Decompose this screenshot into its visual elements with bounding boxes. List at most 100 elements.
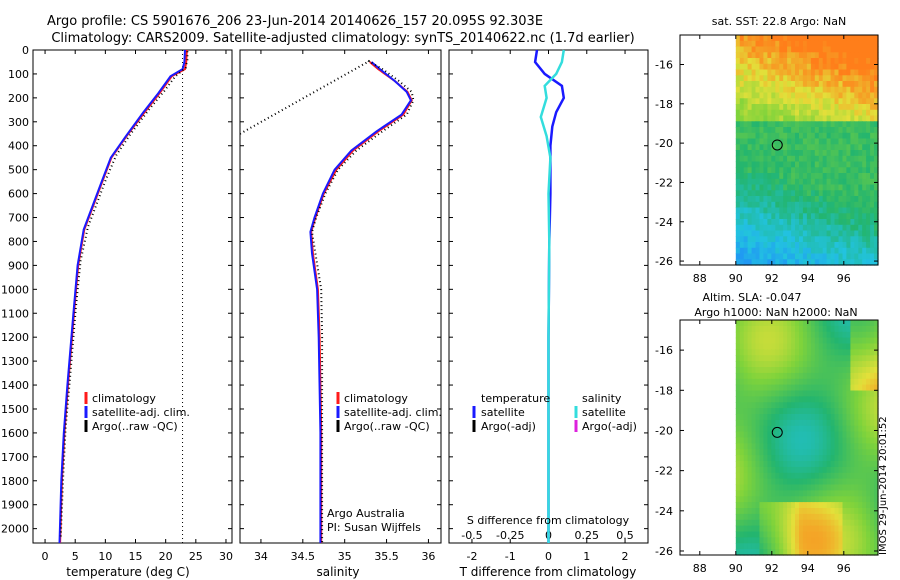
heatmap-cell bbox=[810, 484, 816, 491]
heatmap-cell bbox=[755, 372, 761, 380]
heatmap-cell bbox=[866, 190, 871, 197]
heatmap-cell bbox=[771, 443, 776, 450]
heatmap-cell bbox=[874, 259, 879, 266]
heatmap-cell bbox=[795, 219, 800, 226]
heatmap-cell bbox=[747, 461, 753, 468]
heatmap-cell bbox=[862, 320, 867, 327]
heatmap-cell bbox=[783, 259, 788, 266]
heatmap-cell bbox=[810, 259, 816, 266]
heatmap-cell bbox=[739, 58, 745, 65]
heatmap-cell bbox=[763, 109, 768, 117]
heatmap-cell bbox=[759, 408, 765, 415]
heatmap-cell bbox=[814, 40, 820, 48]
heatmap-cell bbox=[795, 513, 800, 521]
heatmap-cell bbox=[743, 531, 749, 538]
heatmap-cell bbox=[822, 443, 828, 450]
heatmap-cell bbox=[767, 331, 772, 339]
heatmap-cell bbox=[755, 367, 761, 374]
heatmap-cell bbox=[763, 478, 768, 486]
heatmap-cell bbox=[763, 132, 768, 140]
heatmap-cell bbox=[834, 519, 840, 527]
heatmap-cell bbox=[751, 455, 757, 462]
heatmap-cell bbox=[783, 132, 788, 140]
heatmap-cell bbox=[751, 466, 757, 474]
heatmap-cell bbox=[755, 69, 761, 76]
heatmap-cell bbox=[802, 414, 808, 421]
heatmap-cell bbox=[763, 425, 768, 433]
heatmap-cell bbox=[755, 196, 761, 203]
heatmap-cell bbox=[735, 372, 741, 380]
heatmap-cell bbox=[735, 138, 741, 145]
title-line-2: Climatology: CARS2009. Satellite-adjuste… bbox=[51, 31, 634, 46]
heatmap-cell bbox=[759, 367, 765, 374]
heatmap-cell bbox=[830, 127, 836, 134]
heatmap-cell bbox=[850, 230, 855, 237]
heatmap-cell bbox=[854, 372, 859, 380]
heatmap-cell bbox=[834, 537, 840, 544]
heatmap-cell bbox=[834, 253, 840, 260]
heatmap-cell bbox=[747, 419, 753, 427]
heatmap-cell bbox=[779, 230, 784, 237]
heatmap-cell bbox=[787, 372, 792, 380]
heatmap-cell bbox=[735, 92, 741, 99]
heatmap-cell bbox=[870, 384, 875, 392]
heatmap-cell bbox=[755, 132, 761, 140]
heatmap-cell bbox=[795, 63, 800, 71]
heatmap-cell bbox=[846, 173, 851, 180]
heatmap-cell bbox=[755, 525, 761, 533]
heatmap-cell bbox=[771, 219, 776, 226]
heatmap-cell bbox=[866, 331, 871, 339]
heatmap-cell bbox=[826, 367, 832, 374]
heatmap-cell bbox=[830, 484, 836, 491]
heatmap-cell bbox=[846, 531, 851, 538]
heatmap-cell bbox=[799, 337, 804, 345]
heatmap-cell bbox=[743, 92, 749, 99]
heatmap-cell bbox=[747, 109, 753, 117]
heatmap-cell bbox=[755, 230, 761, 237]
heatmap-cell bbox=[747, 190, 753, 197]
heatmap-cell bbox=[771, 253, 776, 260]
heatmap-cell bbox=[826, 58, 832, 65]
heatmap-cell bbox=[783, 549, 788, 556]
heatmap-cell bbox=[775, 46, 780, 53]
heatmap-cell bbox=[751, 201, 757, 209]
heatmap-cell bbox=[743, 449, 749, 456]
heatmap-cell bbox=[755, 508, 761, 515]
heatmap-cell bbox=[759, 121, 765, 128]
heatmap-cell bbox=[791, 236, 796, 243]
heatmap-cell bbox=[858, 331, 863, 339]
heatmap-cell bbox=[870, 150, 875, 157]
heatmap-cell bbox=[874, 213, 879, 220]
heatmap-cell bbox=[799, 408, 804, 415]
heatmap-cell bbox=[858, 461, 863, 468]
heatmap-cell bbox=[814, 519, 820, 527]
heatmap-cell bbox=[826, 508, 832, 515]
heatmap-cell bbox=[799, 525, 804, 533]
heatmap-cell bbox=[874, 81, 879, 88]
heatmap-cell bbox=[751, 525, 757, 533]
heatmap-cell bbox=[822, 484, 828, 491]
heatmap-cell bbox=[751, 46, 757, 53]
heatmap-cell bbox=[802, 46, 808, 53]
heatmap-cell bbox=[810, 173, 816, 180]
heatmap-cell bbox=[810, 242, 816, 249]
heatmap-cell bbox=[806, 320, 812, 327]
heatmap-cell bbox=[842, 144, 848, 151]
heatmap-cell bbox=[747, 396, 753, 403]
heatmap-cell bbox=[739, 349, 745, 356]
heatmap-cell bbox=[806, 508, 812, 515]
heatmap-cell bbox=[743, 98, 749, 105]
heatmap-cell bbox=[810, 132, 816, 140]
heatmap-cell bbox=[802, 247, 808, 255]
heatmap-cell bbox=[822, 242, 828, 249]
heatmap-cell bbox=[755, 104, 761, 111]
heatmap-cell bbox=[838, 155, 844, 163]
heatmap-cell bbox=[783, 230, 788, 237]
heatmap-cell bbox=[830, 109, 836, 117]
heatmap-cell bbox=[874, 155, 879, 163]
heatmap-cell bbox=[862, 525, 867, 533]
heatmap-cell bbox=[735, 461, 741, 468]
heatmap-cell bbox=[779, 190, 784, 197]
heatmap-cell bbox=[810, 543, 816, 550]
heatmap-cell bbox=[759, 543, 765, 550]
